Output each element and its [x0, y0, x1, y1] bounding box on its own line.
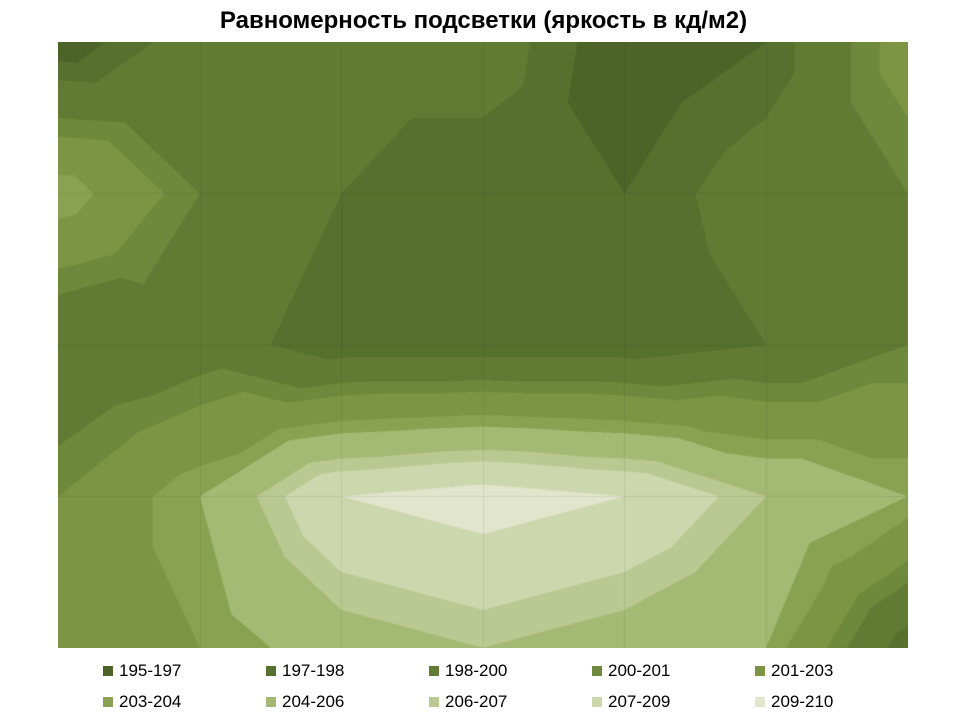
legend-item-label: 197-198 [282, 660, 345, 680]
legend-item: 200-201 [592, 655, 755, 686]
legend-item: 198-200 [429, 655, 592, 686]
legend-item-label: 201-203 [771, 660, 834, 680]
legend-item-label: 198-200 [445, 660, 508, 680]
legend-item: 206-207 [429, 686, 592, 717]
contour-plot [58, 42, 908, 648]
legend-item-label: 200-201 [608, 660, 671, 680]
legend-swatch [429, 696, 439, 707]
legend-item: 204-206 [266, 686, 429, 717]
legend-swatch [266, 665, 276, 676]
legend-item-label: 206-207 [445, 691, 508, 711]
legend-item-label: 207-209 [608, 691, 671, 711]
legend-swatch [266, 696, 276, 707]
legend-item-label: 203-204 [119, 691, 182, 711]
chart-title: Равномерность подсветки (яркость в кд/м2… [219, 7, 748, 34]
legend: 195-197 197-198 198-200 200-201 201-203 203-2… [103, 655, 921, 717]
legend-item: 197-198 [266, 655, 429, 686]
legend-swatch [103, 665, 113, 676]
legend-swatch [755, 696, 765, 707]
legend-item: 195-197 [103, 655, 266, 686]
legend-item: 209-210 [755, 686, 918, 717]
legend-swatch [103, 696, 113, 707]
legend-swatch [592, 696, 602, 707]
legend-item: 203-204 [103, 686, 266, 717]
legend-swatch [429, 665, 439, 676]
legend-swatch [755, 665, 765, 676]
legend-swatch [592, 665, 602, 676]
legend-item: 201-203 [755, 655, 918, 686]
legend-item-label: 195-197 [119, 660, 182, 680]
legend-item: 207-209 [592, 686, 755, 717]
legend-item-label: 209-210 [771, 691, 834, 711]
legend-item-label: 204-206 [282, 691, 345, 711]
